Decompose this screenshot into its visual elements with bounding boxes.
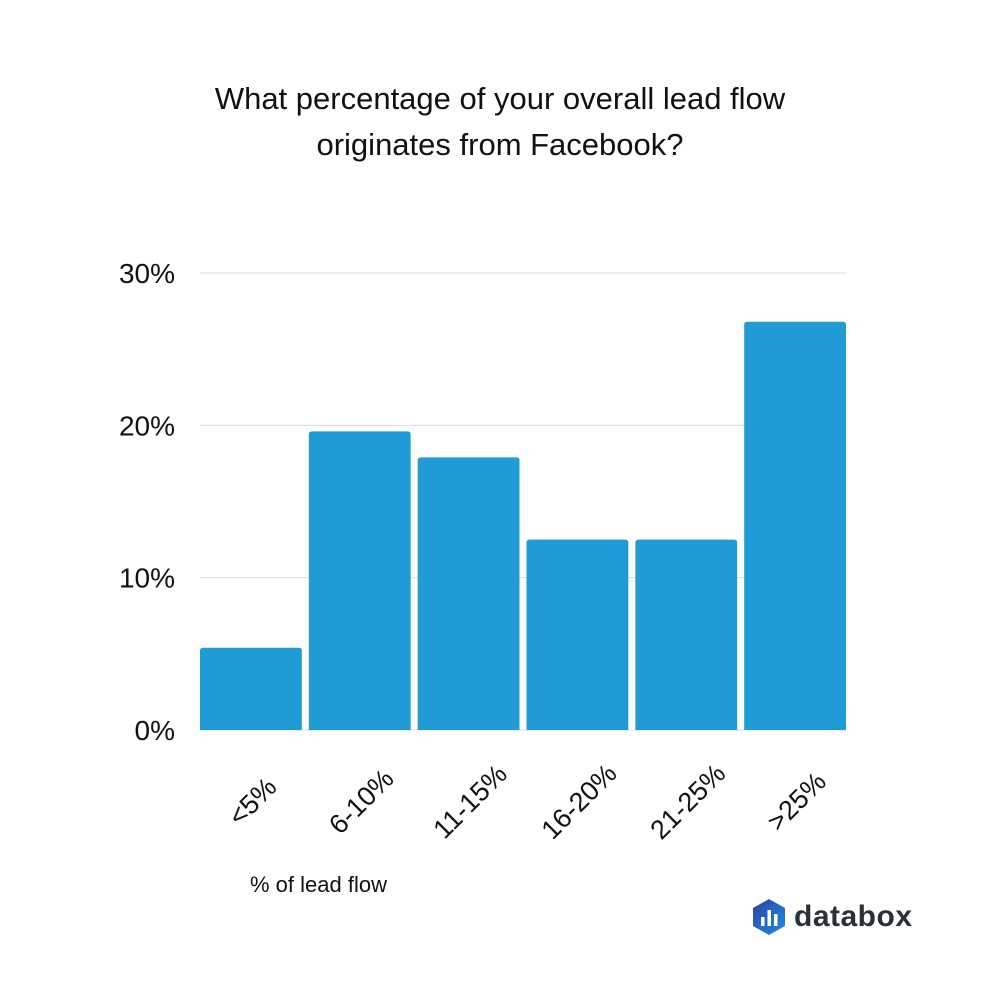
x-tick-label: 6-10% xyxy=(323,763,399,839)
x-tick-label: 11-15% xyxy=(427,759,513,845)
y-tick-label: 0% xyxy=(135,715,175,746)
x-tick-label: <5% xyxy=(223,772,283,832)
y-tick-label: 30% xyxy=(119,258,175,289)
bar xyxy=(744,321,846,730)
x-axis-label: % of lead flow xyxy=(250,872,387,897)
databox-logo-text: databox xyxy=(794,900,913,933)
y-tick-label: 10% xyxy=(119,563,175,594)
bar xyxy=(526,539,629,730)
bar xyxy=(308,431,411,730)
y-tick-label: 20% xyxy=(119,410,175,441)
x-tick-label: >25% xyxy=(761,766,832,837)
bar xyxy=(200,647,302,730)
chart-title-line-2: originates from Facebook? xyxy=(316,127,684,162)
chart-title: What percentage of your overall lead flo… xyxy=(0,76,1000,168)
x-tick-label: 21-25% xyxy=(644,758,731,845)
x-tick-label: 16-20% xyxy=(536,758,623,845)
databox-logo-icon xyxy=(753,899,785,935)
databox-logo: databox xyxy=(752,898,913,936)
bar xyxy=(635,539,738,730)
chart-title-line-1: What percentage of your overall lead flo… xyxy=(214,81,786,116)
bar xyxy=(417,457,520,730)
